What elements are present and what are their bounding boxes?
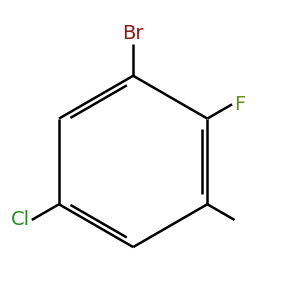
Text: F: F xyxy=(234,95,246,114)
Text: Cl: Cl xyxy=(11,210,29,230)
Text: Br: Br xyxy=(122,24,144,43)
